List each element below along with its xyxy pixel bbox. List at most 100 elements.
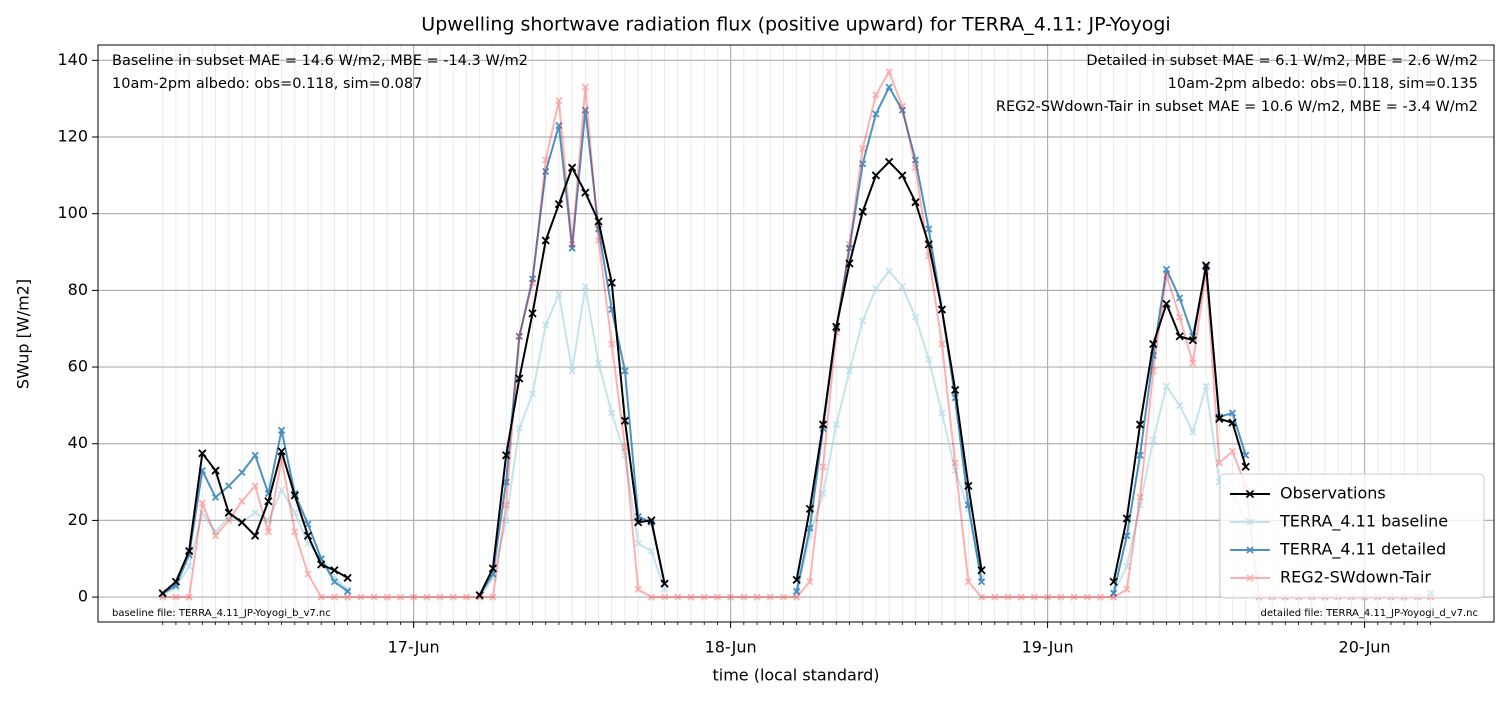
data-point (542, 156, 550, 164)
data-point (898, 106, 906, 114)
data-point (211, 466, 220, 475)
y-tick-label: 80 (68, 280, 88, 299)
data-point (515, 332, 523, 341)
x-tick-label: 18-Jun (705, 638, 757, 657)
data-point (1136, 501, 1144, 509)
data-point (845, 244, 854, 252)
data-point (1176, 294, 1184, 302)
data-point (423, 593, 431, 601)
data-point (1109, 593, 1118, 601)
data-point (1004, 593, 1012, 601)
data-point (502, 516, 510, 525)
data-point (1175, 332, 1184, 341)
legend-item (1230, 574, 1270, 582)
legend-label: TERRA_4.11 detailed (1279, 540, 1446, 560)
data-point (1030, 593, 1039, 601)
data-point (911, 156, 920, 164)
data-point (806, 578, 814, 586)
data-point (185, 562, 193, 571)
data-point (793, 587, 801, 595)
data-point (620, 416, 630, 425)
data-point (832, 420, 840, 429)
series (159, 68, 1435, 601)
data-point (211, 493, 220, 502)
data-point (1189, 428, 1197, 436)
data-point (859, 160, 867, 168)
data-point (621, 451, 629, 459)
data-point (991, 593, 999, 601)
data-point (793, 589, 801, 597)
data-point (1136, 493, 1144, 502)
data-point (476, 593, 484, 601)
data-point (554, 199, 564, 209)
data-point (977, 566, 986, 575)
data-point (317, 593, 325, 601)
data-point (541, 236, 550, 245)
data-point (330, 578, 339, 586)
data-point (581, 188, 590, 197)
data-point (1162, 299, 1171, 308)
data-point (251, 482, 259, 490)
data-point (317, 560, 326, 569)
data-point (172, 593, 180, 601)
data-point (568, 244, 576, 252)
data-point (647, 547, 656, 555)
data-point (938, 409, 946, 417)
data-point (475, 591, 484, 600)
data-point (805, 504, 815, 514)
data-point (1246, 574, 1254, 582)
data-point (291, 509, 299, 517)
data-point (845, 259, 854, 268)
data-point (700, 593, 708, 601)
data-point (383, 593, 391, 601)
data-point (740, 593, 748, 601)
axes-frame (97, 44, 1495, 623)
data-point (1188, 336, 1198, 345)
data-point (1246, 518, 1254, 526)
data-point (158, 589, 167, 598)
data-point (594, 236, 603, 245)
data-point (872, 110, 880, 118)
data-point (501, 451, 511, 460)
x-tick-label: 19-Jun (1022, 638, 1074, 657)
data-point (938, 340, 946, 348)
x-tick-label: 17-Jun (388, 638, 440, 657)
data-point (476, 593, 484, 601)
data-point (871, 171, 881, 180)
data-point (330, 593, 339, 601)
data-point (290, 491, 299, 500)
data-point (660, 593, 669, 601)
y-tick-label: 140 (57, 50, 88, 69)
data-point (568, 367, 576, 375)
data-point (793, 593, 801, 601)
data-point (568, 163, 577, 172)
data-point (1123, 562, 1131, 571)
data-point (1228, 409, 1237, 417)
data-point (277, 486, 286, 494)
data-point (1123, 532, 1131, 540)
data-point (528, 275, 537, 283)
data-point (1162, 271, 1171, 279)
annotation: REG2-SWdown-Tair in subset MAE = 10.6 W/… (996, 99, 1478, 115)
data-point (264, 516, 273, 525)
data-point (225, 516, 233, 525)
data-point (937, 305, 947, 314)
data-point (819, 463, 827, 471)
data-point (594, 359, 603, 367)
data-point (621, 367, 629, 375)
data-point (925, 225, 933, 233)
data-point (1109, 577, 1118, 586)
annotation: 10am-2pm albedo: obs=0.118, sim=0.135 (1168, 76, 1478, 92)
data-point (237, 518, 247, 527)
data-point (303, 531, 313, 540)
legend-label: REG2-SWdown-Tair (1280, 568, 1431, 587)
data-point (859, 317, 867, 325)
data-point (647, 593, 656, 601)
data-point (1215, 414, 1224, 423)
legend-label: TERRA_4.11 baseline (1279, 512, 1448, 532)
data-point (753, 593, 761, 601)
data-point (330, 566, 339, 575)
data-point (1201, 261, 1211, 270)
data-point (581, 106, 589, 114)
